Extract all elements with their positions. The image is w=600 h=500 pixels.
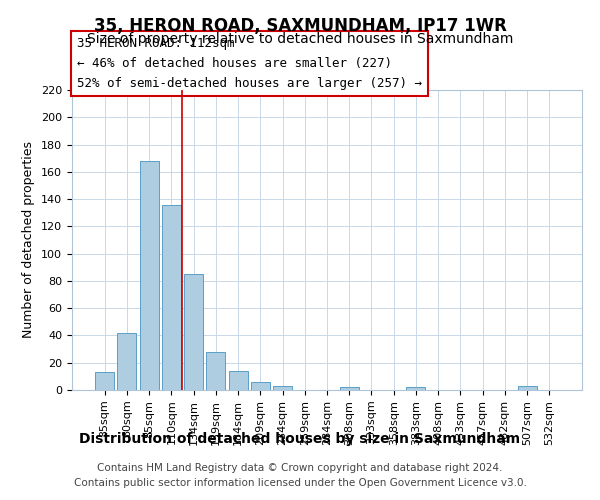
Bar [206, 352, 225, 390]
Bar [518, 386, 536, 390]
Text: Distribution of detached houses by size in Saxmundham: Distribution of detached houses by size … [79, 432, 521, 446]
Bar [406, 388, 425, 390]
Bar [118, 332, 136, 390]
Bar [140, 161, 158, 390]
Y-axis label: Number of detached properties: Number of detached properties [22, 142, 35, 338]
Bar [273, 386, 292, 390]
Bar [229, 371, 248, 390]
Text: 35 HERON ROAD: 112sqm
← 46% of detached houses are smaller (227)
52% of semi-det: 35 HERON ROAD: 112sqm ← 46% of detached … [77, 37, 422, 90]
Bar [95, 372, 114, 390]
Bar [162, 204, 181, 390]
Bar [184, 274, 203, 390]
Bar [251, 382, 270, 390]
Text: Contains HM Land Registry data © Crown copyright and database right 2024.
Contai: Contains HM Land Registry data © Crown c… [74, 462, 526, 487]
Text: Size of property relative to detached houses in Saxmundham: Size of property relative to detached ho… [87, 32, 513, 46]
Bar [340, 388, 359, 390]
Text: 35, HERON ROAD, SAXMUNDHAM, IP17 1WR: 35, HERON ROAD, SAXMUNDHAM, IP17 1WR [94, 18, 506, 36]
